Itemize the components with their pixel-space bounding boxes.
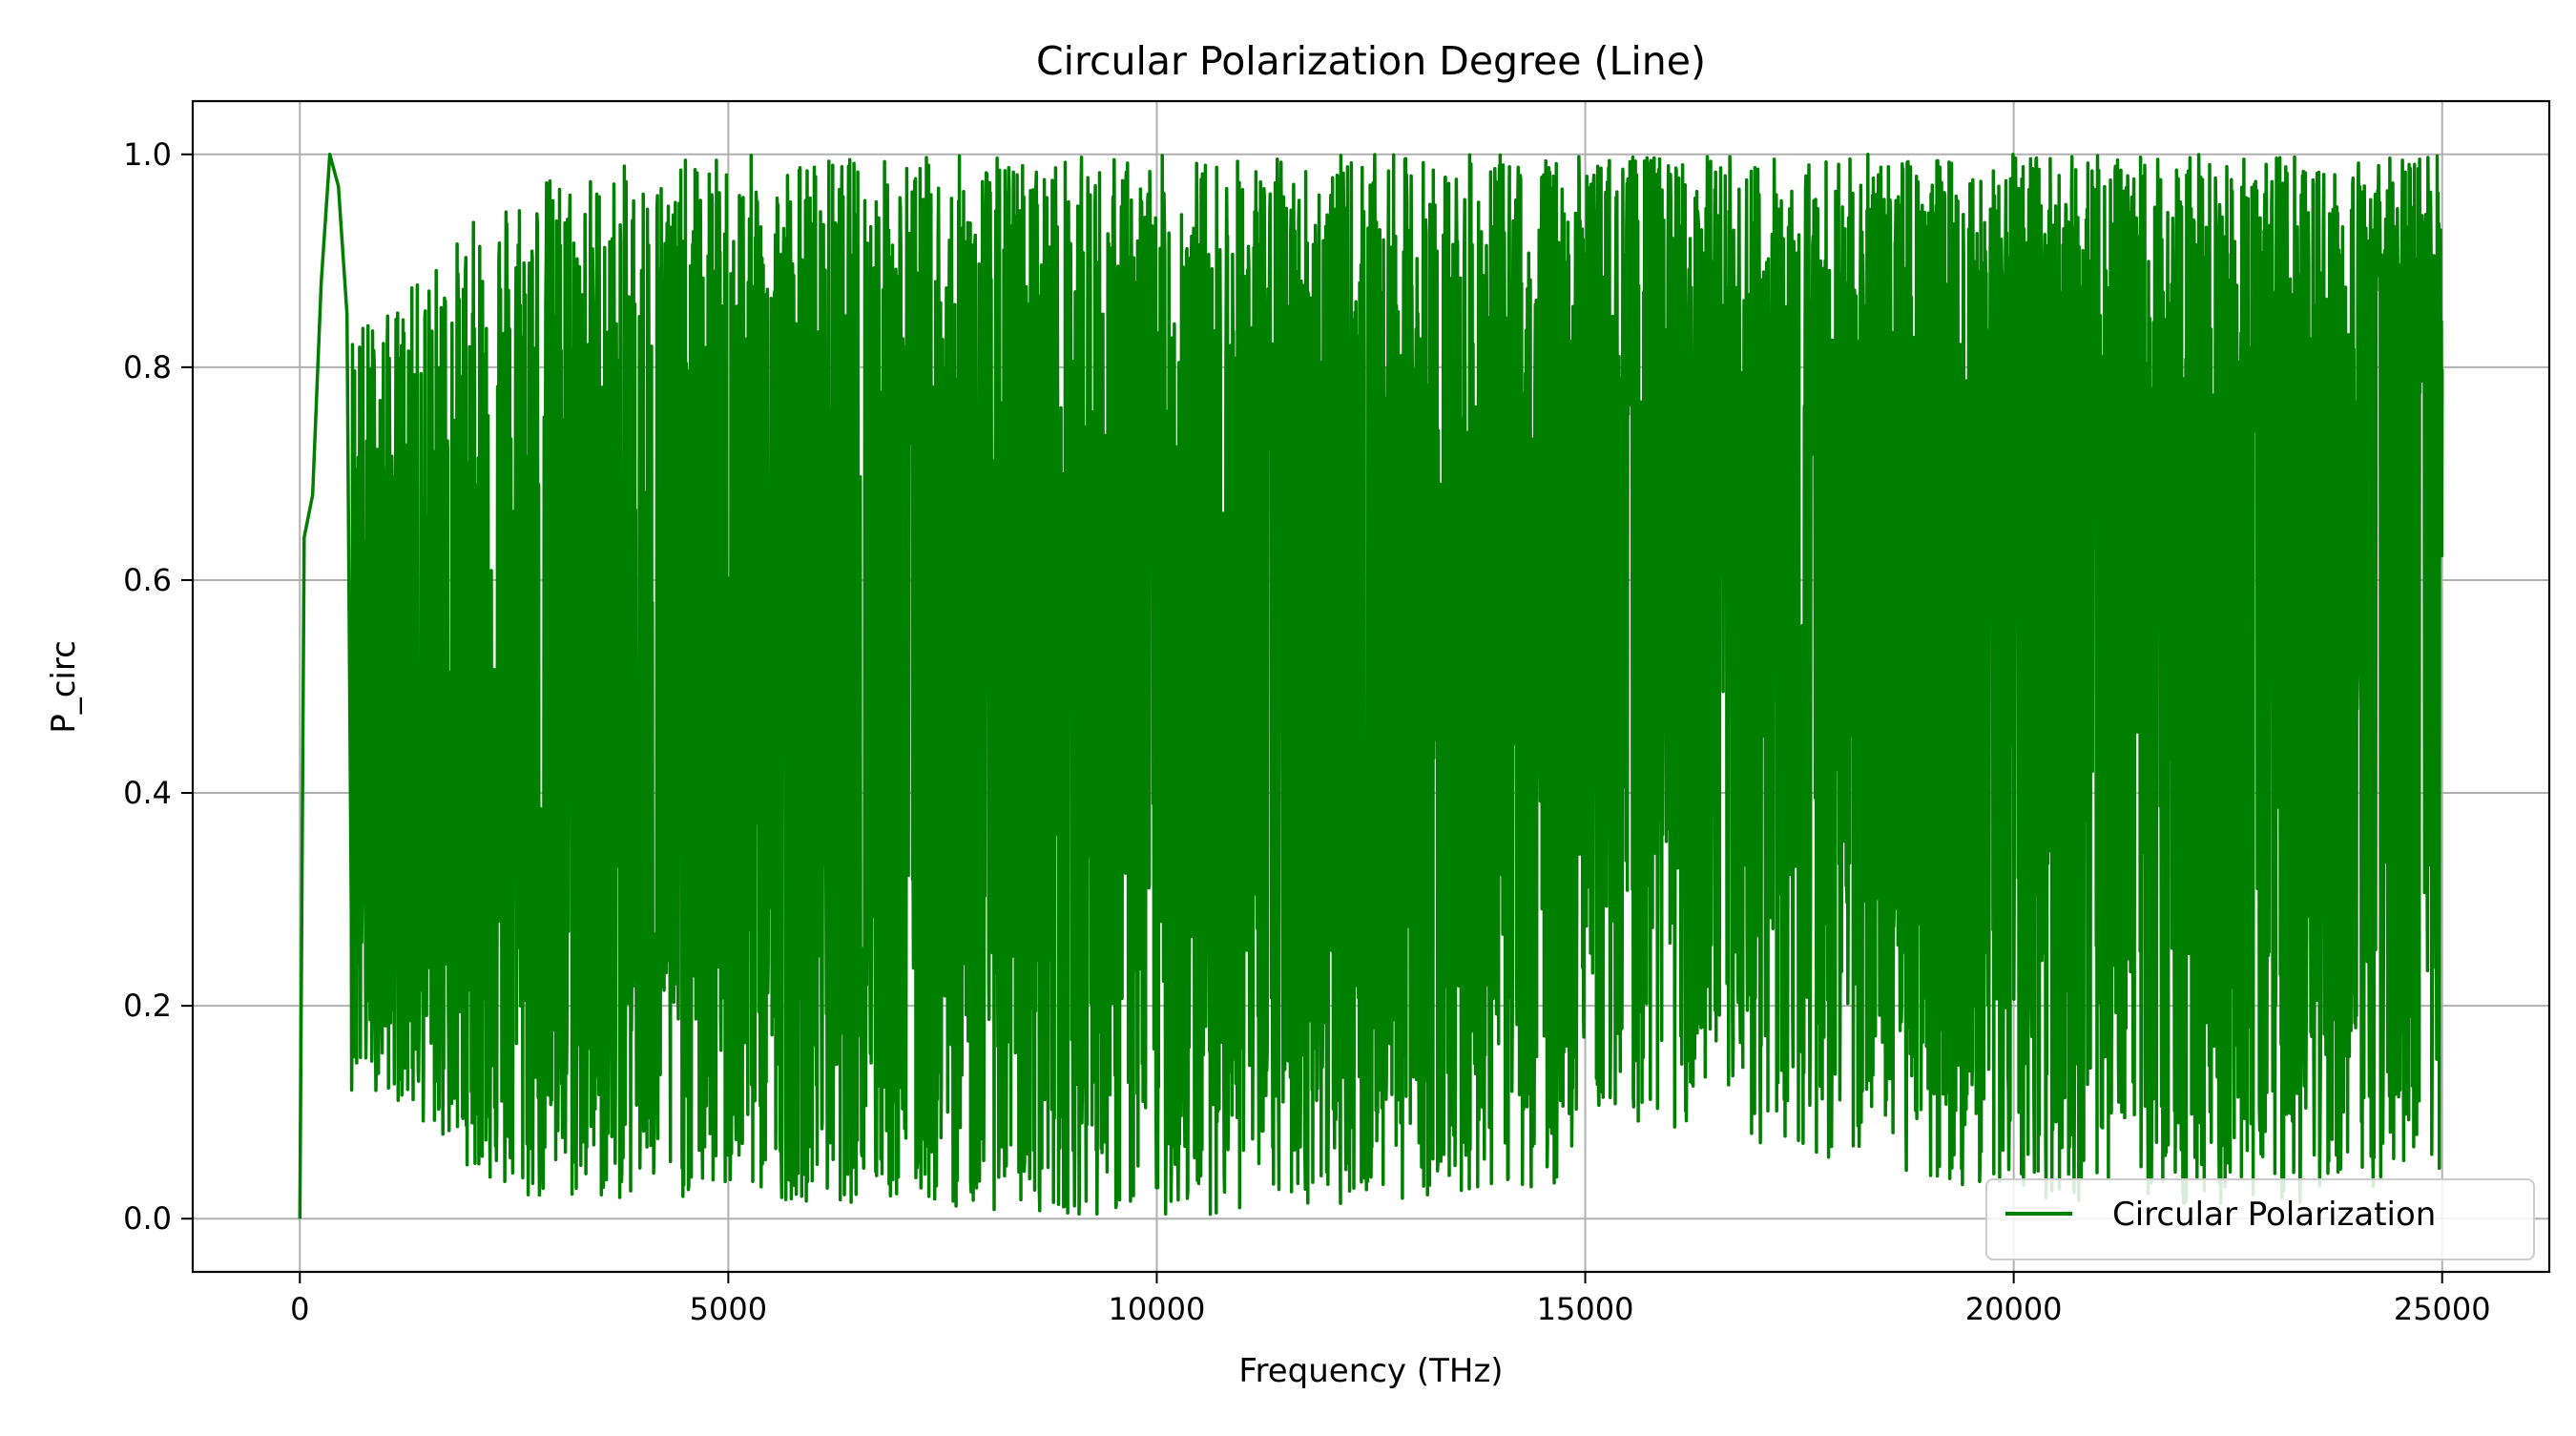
x-tick-label: 20000: [1965, 1291, 2063, 1327]
y-tick-label: 0.8: [123, 349, 172, 385]
x-tick-label: 10000: [1109, 1291, 1206, 1327]
x-tick-label: 15000: [1537, 1291, 1634, 1327]
chart-title: Circular Polarization Degree (Line): [1036, 38, 1706, 84]
y-tick-label: 0.4: [123, 775, 172, 811]
legend-label: Circular Polarization: [2112, 1196, 2436, 1234]
y-tick-label: 0.2: [123, 988, 172, 1024]
y-tick-label: 0.6: [123, 562, 172, 598]
y-tick-label: 1.0: [123, 136, 172, 173]
x-tick-label: 25000: [2394, 1291, 2491, 1327]
y-tick-label: 0.0: [123, 1200, 172, 1237]
x-tick-label: 5000: [690, 1291, 767, 1327]
legend-box: [1985, 1178, 2535, 1260]
x-tick-label: 0: [290, 1291, 309, 1327]
y-axis-ticks: 0.0 0.2 0.4 0.6 0.8 1.0: [123, 136, 193, 1237]
plot-frame: [191, 99, 2551, 1274]
y-axis-label: P_circ: [45, 640, 83, 734]
legend: Circular Polarization: [1985, 1178, 2535, 1260]
x-axis-label: Frequency (THz): [1238, 1352, 1503, 1390]
series-line-circular-polarization: [298, 153, 2444, 1219]
x-axis-ticks: 0 5000 10000 15000 20000 25000: [290, 1272, 2491, 1327]
data-layer: [298, 153, 2444, 1219]
